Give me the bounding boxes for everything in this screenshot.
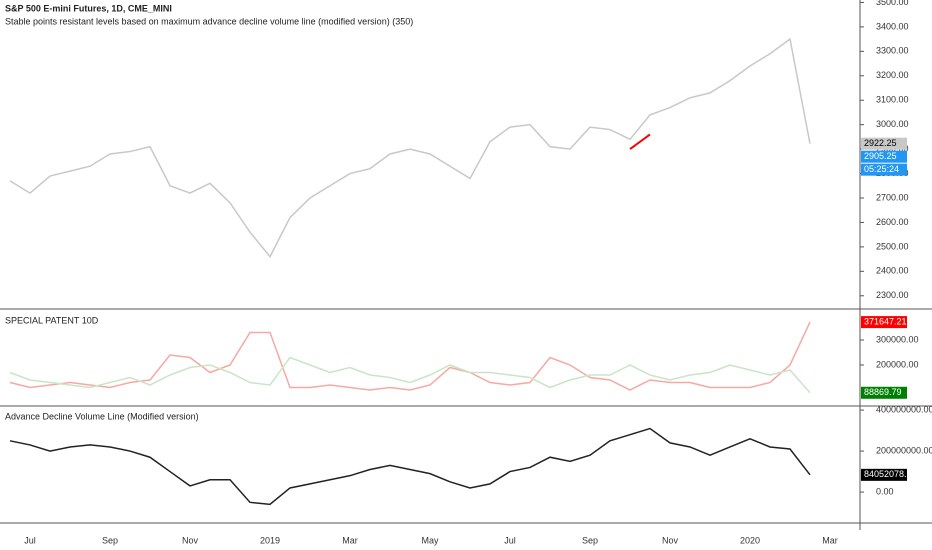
chart-title: S&P 500 E-mini Futures, 1D, CME_MINI <box>5 3 172 13</box>
y-tick-label: 200000000.00 <box>876 445 932 455</box>
last-value-label-bg <box>861 386 907 399</box>
last-value-label-bg <box>861 316 907 329</box>
series-line <box>9 321 811 391</box>
x-tick-label: Jul <box>24 535 36 545</box>
x-tick-label: Nov <box>662 535 679 545</box>
x-tick-label: Nov <box>182 535 199 545</box>
y-tick-label: 3300.00 <box>876 46 909 56</box>
x-tick-label: 2019 <box>260 535 280 545</box>
x-tick-label: Mar <box>342 535 358 545</box>
x-tick-label: Jul <box>504 535 516 545</box>
y-tick-label: 2300.00 <box>876 290 909 300</box>
x-tick-label: Mar <box>822 535 838 545</box>
price-label: 2905.25 <box>864 151 897 161</box>
y-tick-label: 200000.00 <box>876 359 919 369</box>
series-line <box>9 356 811 394</box>
y-tick-label: 2700.00 <box>876 192 909 202</box>
y-tick-label: 3500.00 <box>876 0 909 7</box>
y-tick-label: 400000000.00 <box>876 404 932 414</box>
price-label-bg <box>861 150 907 163</box>
last-value-label: 2922.25 <box>864 138 897 148</box>
chart-subtitle: Stable points resistant levels based on … <box>5 16 413 26</box>
y-tick-label: 300000.00 <box>876 334 919 344</box>
y-tick-label: 2400.00 <box>876 266 909 276</box>
x-tick-label: May <box>421 535 439 545</box>
pane-title: Advance Decline Volume Line (Modified ve… <box>5 411 199 421</box>
last-value-label: 88869.79 <box>864 387 902 397</box>
last-value-label: 371647.21 <box>864 316 907 326</box>
last-value-label: 84052078.72 <box>864 469 917 479</box>
last-value-label-bg <box>861 468 907 481</box>
countdown-label-bg <box>861 163 907 176</box>
x-tick-label: Sep <box>582 535 598 545</box>
x-tick-label: 2020 <box>740 535 760 545</box>
y-tick-label: 3000.00 <box>876 119 909 129</box>
y-tick-label: 0.00 <box>876 486 894 496</box>
last-value-label-bg <box>861 137 907 150</box>
y-tick-label: 3200.00 <box>876 70 909 80</box>
y-tick-label: 3100.00 <box>876 95 909 105</box>
y-tick-label: 2600.00 <box>876 217 909 227</box>
series-line <box>9 37 811 259</box>
x-tick-label: Sep <box>102 535 118 545</box>
pane-title: SPECIAL PATENT 10D <box>5 315 99 325</box>
countdown-label: 05:25:24 <box>864 164 899 174</box>
y-tick-label: 2500.00 <box>876 241 909 251</box>
series-line <box>9 427 811 506</box>
series-line <box>629 133 651 150</box>
y-tick-label: 3400.00 <box>876 21 909 31</box>
